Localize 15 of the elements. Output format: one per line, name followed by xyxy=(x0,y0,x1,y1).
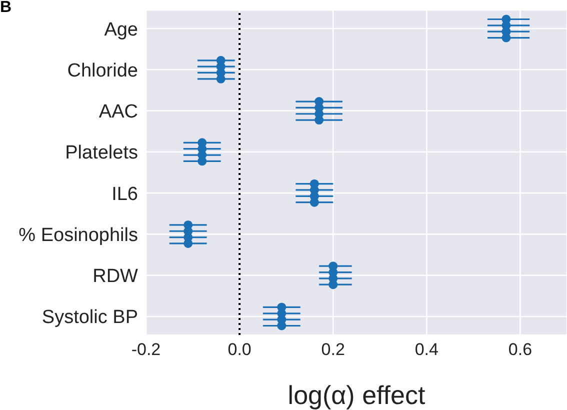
y-tick-label: Platelets xyxy=(65,142,138,164)
x-tick-label: -0.2 xyxy=(131,340,161,360)
y-tick-label: IL6 xyxy=(112,184,138,205)
y-tick-label: AAC xyxy=(98,102,138,123)
x-tick-label: 0.2 xyxy=(321,340,345,360)
x-tick-label: 0.6 xyxy=(508,340,532,360)
x-axis-title: log(α) effect xyxy=(288,380,426,410)
y-tick-label: RDW xyxy=(92,266,138,288)
y-tick-label: Systolic BP xyxy=(42,307,138,328)
y-tick-label: Chloride xyxy=(67,60,138,82)
y-tick-label: Age xyxy=(104,19,138,40)
x-tick-label: 0.0 xyxy=(228,340,252,360)
x-tick-label: 0.4 xyxy=(414,340,438,360)
text: B xyxy=(0,0,12,16)
y-tick-label: % Eosinophils xyxy=(18,224,138,246)
